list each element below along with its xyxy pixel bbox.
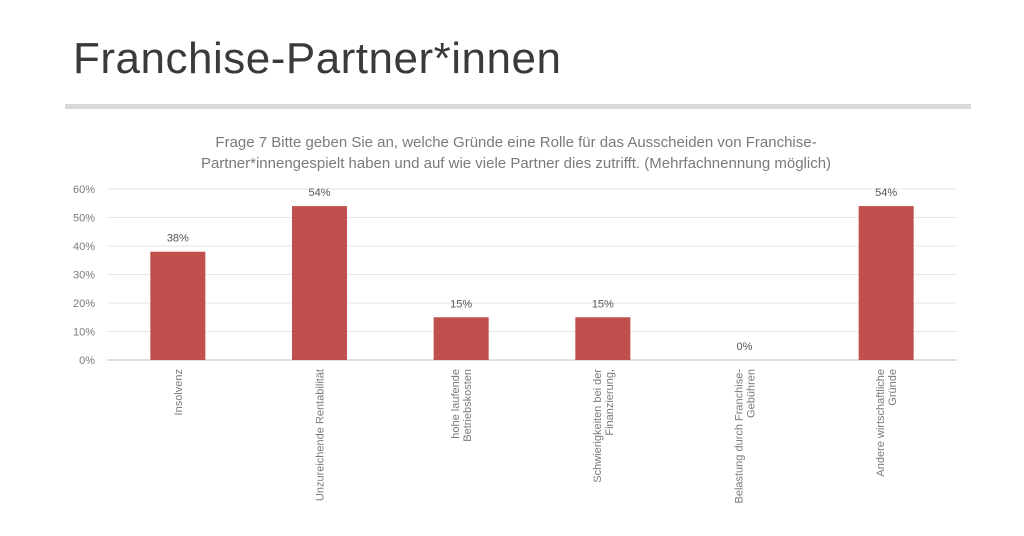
category-label: Belastung durch Franchise- Gebühren [734, 369, 758, 504]
category-label-line: Belastung durch Franchise- [734, 369, 746, 504]
data-label: 54% [308, 187, 330, 199]
y-tick-label: 10% [73, 327, 95, 339]
y-tick-label: 50% [73, 213, 95, 225]
category-label: Unzureichende Rentabilität [315, 369, 327, 501]
category-label-line: Andere wirtschaftliche [875, 369, 887, 477]
chart-title-line-1: Frage 7 Bitte geben Sie an, welche Gründ… [215, 134, 816, 151]
category-label-line: Gründe [887, 369, 899, 406]
category-label-line: Schwierigkeiten bei der [592, 369, 604, 483]
chart-title: Frage 7 Bitte geben Sie an, welche Gründ… [201, 134, 831, 172]
category-label: Andere wirtschaftliche Gründe [875, 369, 899, 477]
bar [292, 206, 347, 360]
category-label-line: hohe laufende [450, 369, 462, 439]
chart-title-line-2: Partner*innengespielt haben und auf wie … [201, 155, 831, 172]
page-title: Franchise-Partner*innen [73, 34, 562, 83]
category-label-line: Unzureichende Rentabilität [315, 369, 327, 501]
y-axis-ticks: 0% 10% 20% 30% 40% 50% 60% [73, 184, 95, 367]
y-tick-label: 40% [73, 241, 95, 253]
data-label: 15% [450, 298, 472, 310]
category-label-line: Gebühren [746, 369, 758, 418]
y-tick-label: 0% [79, 355, 95, 367]
bar [858, 206, 914, 360]
bar [150, 251, 206, 360]
y-tick-label: 60% [73, 184, 95, 196]
y-tick-label: 30% [73, 270, 95, 282]
category-label: Schwierigkeiten bei der Finanzierung, [592, 369, 616, 483]
data-label: 15% [592, 298, 614, 310]
category-label: hohe laufende Betriebskosten [450, 369, 474, 442]
category-label-line: Insolvenz [173, 369, 185, 415]
bar [433, 317, 489, 360]
bar [575, 317, 631, 360]
bars [150, 206, 914, 360]
category-label-line: Betriebskosten [462, 369, 474, 442]
data-labels: 38% 54% 15% 15% 0% 54% [167, 187, 898, 353]
y-tick-label: 20% [73, 298, 95, 310]
gridlines [107, 188, 957, 361]
data-label: 38% [167, 233, 189, 245]
data-label: 0% [737, 341, 753, 353]
data-label: 54% [875, 187, 897, 199]
category-labels: Insolvenz Unzureichende Rentabilität hohe … [173, 369, 899, 504]
category-label: Insolvenz [173, 369, 185, 415]
title-divider [65, 104, 971, 109]
category-label-line: Finanzierung, [604, 369, 616, 436]
